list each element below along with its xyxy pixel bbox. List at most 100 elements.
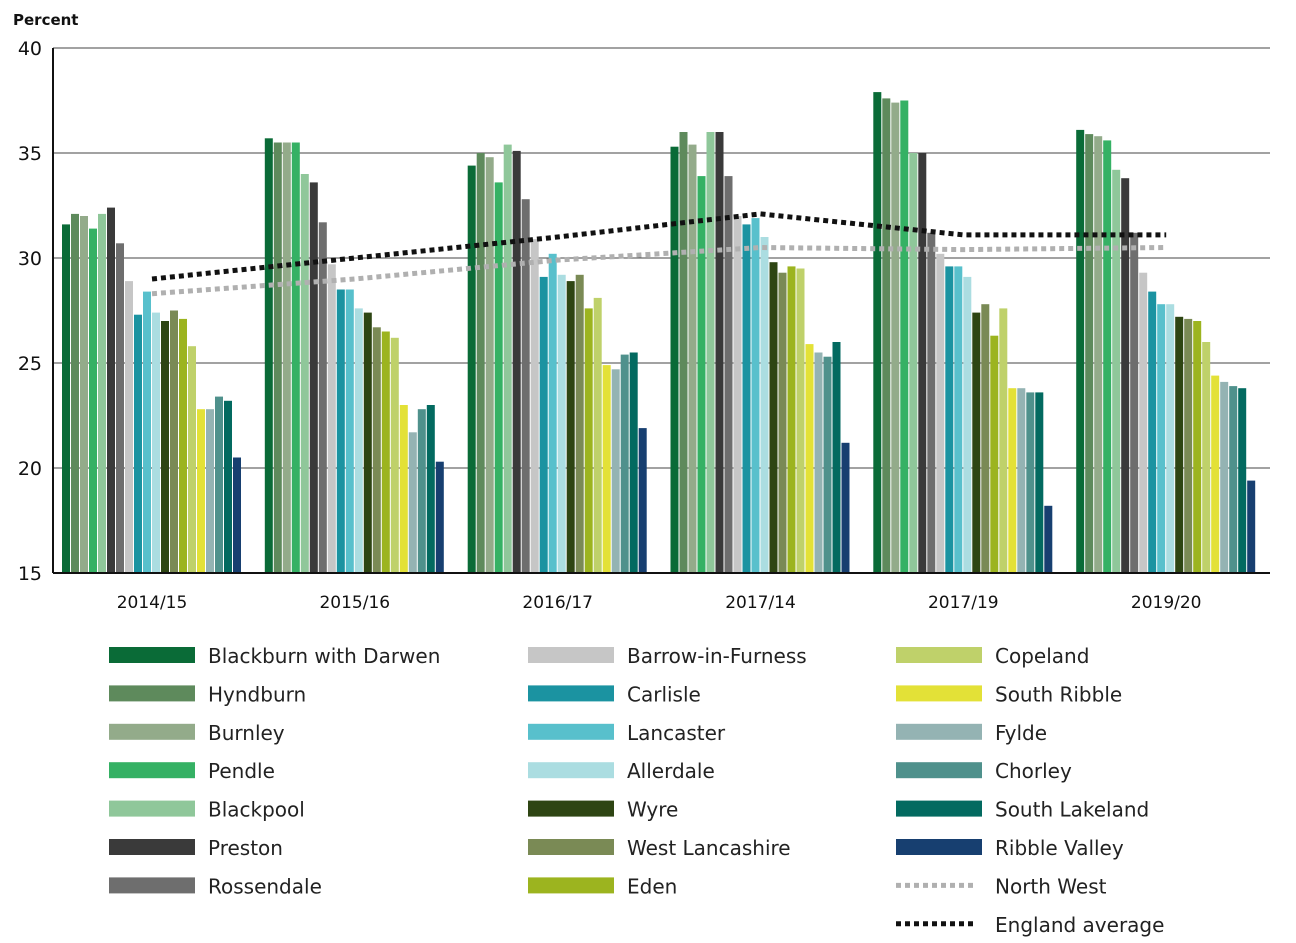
bar: [372, 327, 381, 573]
bar: [62, 224, 70, 573]
bar: [1076, 129, 1085, 573]
bar: [796, 268, 805, 573]
legend-label: Eden: [627, 874, 677, 898]
legend-label: Rossendale: [208, 874, 322, 898]
bar: [1202, 342, 1211, 573]
bar: [1017, 388, 1026, 573]
bar: [1094, 136, 1103, 573]
legend-swatch: [528, 723, 614, 740]
x-category-label: 2017/19: [928, 593, 999, 613]
bar: [273, 142, 282, 573]
bar: [512, 150, 521, 573]
bar: [170, 310, 178, 573]
bar: [873, 92, 882, 573]
x-category-label: 2019/20: [1131, 593, 1202, 613]
legend-label: Blackburn with Darwen: [208, 644, 440, 668]
legend-swatch: [528, 877, 614, 894]
bar: [927, 232, 936, 574]
legend-label: Preston: [208, 836, 283, 860]
legend-swatch: [896, 762, 982, 779]
bar: [89, 228, 97, 573]
x-category-label: 2014/15: [117, 593, 188, 613]
bar: [981, 304, 990, 573]
bar: [548, 253, 557, 574]
legend-swatch: [896, 800, 982, 817]
bar: [620, 354, 629, 573]
bar: [98, 213, 106, 573]
bar: [999, 308, 1008, 573]
bar: [629, 352, 638, 573]
bar: [742, 224, 751, 573]
bar: [900, 100, 909, 573]
bar: [760, 237, 769, 573]
legend-swatch: [109, 800, 195, 817]
bar: [381, 331, 390, 573]
y-tick-label: 30: [18, 248, 42, 270]
bar: [715, 132, 724, 573]
legend-label: Wyre: [627, 798, 678, 822]
bar: [936, 253, 945, 574]
bar: [345, 289, 354, 573]
bar: [206, 409, 214, 573]
bar: [1157, 304, 1166, 573]
legend-label: Hyndburn: [208, 682, 306, 706]
bar: [1044, 505, 1053, 573]
bar: [638, 428, 647, 573]
legend-label: West Lancashire: [627, 836, 791, 860]
bar: [945, 266, 954, 573]
bar: [1026, 392, 1035, 573]
bar: [688, 144, 697, 573]
bar: [300, 174, 309, 573]
bar: [918, 153, 927, 573]
bar: [611, 369, 620, 573]
y-unit-label: Percent: [13, 11, 78, 29]
legend-swatch: [528, 839, 614, 855]
bar: [1085, 134, 1094, 573]
average-line: [151, 244, 1167, 297]
legend-label: Allerdale: [627, 759, 715, 783]
bar: [575, 274, 584, 573]
legend-label: Barrow-in-Furness: [627, 644, 807, 668]
bar: [134, 314, 142, 573]
bar: [805, 344, 814, 573]
bar: [972, 312, 981, 573]
bar: [426, 405, 435, 573]
legend-swatch: [528, 647, 614, 663]
legend-swatch: [109, 762, 195, 779]
bar: [179, 318, 187, 573]
bar: [264, 138, 273, 574]
legend-swatch: [528, 762, 614, 779]
bar: [224, 400, 232, 573]
bar: [503, 144, 512, 573]
bar: [233, 457, 241, 573]
bar: [521, 199, 530, 573]
x-category-label: 2016/17: [522, 593, 593, 613]
bar: [530, 239, 539, 573]
bar: [697, 176, 706, 573]
bar: [309, 182, 318, 573]
bar: [161, 321, 169, 573]
bar: [291, 142, 300, 573]
bar: [909, 153, 918, 573]
bar: [390, 337, 399, 573]
legend-label: Copeland: [995, 644, 1089, 668]
legend-swatch: [528, 685, 614, 702]
bar: [814, 352, 823, 573]
average-line: [151, 211, 1167, 282]
y-tick-label: 15: [18, 563, 42, 585]
bar: [891, 102, 900, 573]
bar: [706, 132, 715, 573]
bar: [557, 274, 566, 573]
bar: [1211, 375, 1220, 573]
bar: [476, 153, 485, 573]
y-tick-label: 20: [18, 458, 42, 480]
legend-label: South Lakeland: [995, 798, 1149, 822]
bar: [769, 262, 778, 573]
y-tick-label: 40: [18, 38, 42, 60]
bar: [787, 266, 796, 573]
legend-swatch: [896, 647, 982, 663]
bar: [733, 216, 742, 573]
bar: [1008, 388, 1017, 573]
average-lines: [151, 211, 1167, 297]
x-category-label: 2015/16: [319, 593, 390, 613]
